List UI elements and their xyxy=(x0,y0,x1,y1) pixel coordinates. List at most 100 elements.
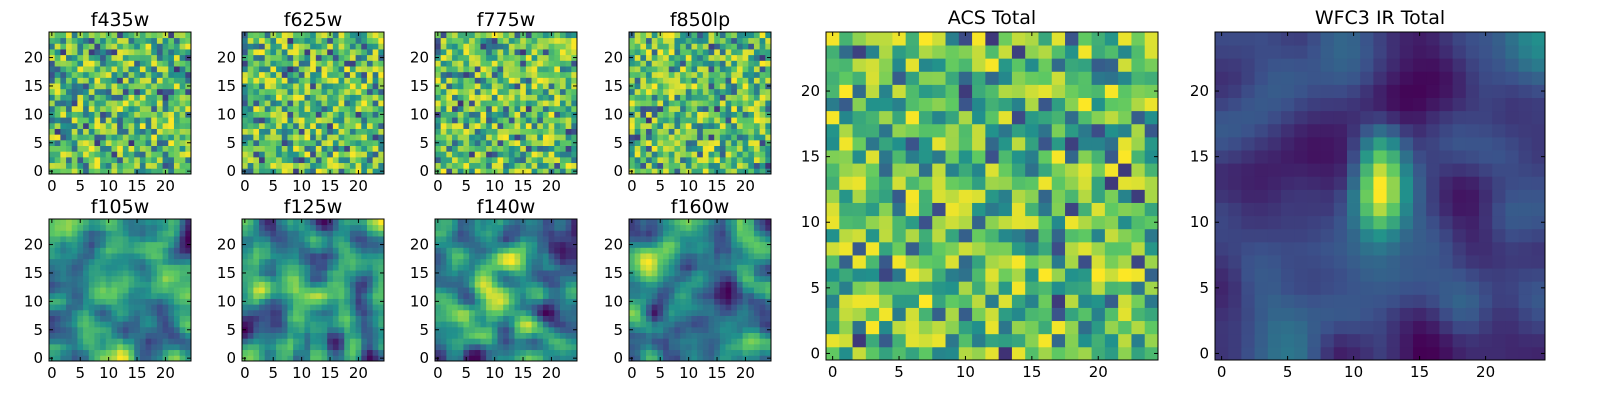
heatmap-cell xyxy=(145,298,152,305)
heatmap-cell xyxy=(446,139,453,146)
heatmap-cell xyxy=(440,77,447,84)
heatmap-cell xyxy=(270,77,277,84)
x-tick-label: 0 xyxy=(627,177,637,195)
heatmap-cell xyxy=(457,355,464,362)
heatmap-cell xyxy=(54,37,61,44)
heatmap-cell xyxy=(49,100,56,107)
heatmap-cell xyxy=(60,37,67,44)
heatmap-cell xyxy=(435,77,442,84)
heatmap-cell xyxy=(88,275,95,282)
heatmap-cell xyxy=(435,275,442,282)
heatmap-cell xyxy=(736,332,743,339)
heatmap-cell xyxy=(463,156,470,164)
heatmap-cell xyxy=(514,258,521,265)
heatmap-cell xyxy=(287,71,294,78)
heatmap-cell xyxy=(674,32,681,39)
heatmap-cell xyxy=(640,94,647,101)
heatmap-cell xyxy=(49,247,56,254)
heatmap-cell xyxy=(270,275,277,282)
heatmap-cell xyxy=(457,168,464,175)
heatmap-cell xyxy=(355,236,362,243)
heatmap-cell xyxy=(491,111,498,118)
heatmap-cell xyxy=(714,83,721,90)
heatmap-cell xyxy=(321,117,328,124)
heatmap-cell xyxy=(185,100,192,107)
heatmap-cell xyxy=(435,247,442,254)
heatmap-cell xyxy=(565,156,572,164)
heatmap-cell xyxy=(537,304,544,311)
heatmap-cell xyxy=(88,88,95,95)
heatmap-cell xyxy=(508,355,515,362)
heatmap-cell xyxy=(287,287,294,294)
heatmap-cell xyxy=(559,338,567,345)
heatmap-cell xyxy=(765,105,772,112)
heatmap-cell xyxy=(486,145,493,152)
heatmap-cell xyxy=(83,287,90,294)
heatmap-cell xyxy=(463,309,470,316)
heatmap-cell xyxy=(77,315,84,322)
heatmap-cell xyxy=(60,156,67,164)
heatmap-cell xyxy=(139,349,146,356)
heatmap-cell xyxy=(748,292,755,299)
heatmap-cell xyxy=(293,332,300,339)
heatmap-cell xyxy=(548,315,555,322)
heatmap-cell xyxy=(264,168,271,175)
heatmap-cell xyxy=(697,134,704,141)
heatmap-cell xyxy=(748,298,755,305)
heatmap-cell xyxy=(719,37,726,44)
heatmap-cell xyxy=(117,287,124,294)
heatmap-cell xyxy=(71,343,78,351)
x-tick-label: 10 xyxy=(485,364,504,382)
heatmap-cell xyxy=(486,343,493,351)
heatmap-cell xyxy=(179,43,186,50)
heatmap-cell xyxy=(83,43,90,50)
heatmap-cell xyxy=(708,309,715,316)
heatmap-cell xyxy=(88,168,95,175)
heatmap-cell xyxy=(247,258,254,265)
heatmap-cell xyxy=(663,66,670,73)
heatmap-cell xyxy=(702,343,709,351)
heatmap-cell xyxy=(66,315,73,322)
heatmap-cell xyxy=(497,105,504,112)
heatmap-cell xyxy=(173,66,181,73)
heatmap-cell xyxy=(105,338,112,345)
heatmap-cell xyxy=(651,54,658,61)
heatmap-cell xyxy=(361,321,368,328)
heatmap-cell xyxy=(281,258,288,265)
heatmap-cell xyxy=(134,292,141,299)
heatmap-cell xyxy=(508,264,515,271)
heatmap-cell xyxy=(355,100,362,107)
heatmap-cell xyxy=(332,100,339,107)
heatmap-cell xyxy=(361,77,368,84)
heatmap-cell xyxy=(463,94,470,101)
heatmap-cell xyxy=(525,349,532,356)
heatmap-cell xyxy=(731,117,738,124)
heatmap-cell xyxy=(646,139,653,146)
heatmap-cell xyxy=(486,241,493,248)
heatmap-cell xyxy=(259,168,266,175)
heatmap-cell xyxy=(281,43,288,50)
heatmap-cell xyxy=(276,43,283,50)
heatmap-cell xyxy=(105,230,112,237)
heatmap-cell xyxy=(691,105,698,112)
heatmap-cell xyxy=(128,156,135,164)
heatmap-cell xyxy=(168,49,175,56)
heatmap-cell xyxy=(463,343,470,351)
heatmap-cell xyxy=(503,117,510,124)
heatmap-cell xyxy=(281,37,288,44)
heatmap-cell xyxy=(719,338,726,345)
heatmap-cell xyxy=(128,230,135,237)
heatmap-cell xyxy=(128,54,135,61)
heatmap-cell xyxy=(77,49,84,56)
heatmap-cell xyxy=(480,321,487,328)
heatmap-cell xyxy=(293,355,300,362)
heatmap-cell xyxy=(736,275,743,282)
heatmap-cell xyxy=(270,338,277,345)
heatmap-cell xyxy=(179,139,186,146)
heatmap-cell xyxy=(435,292,442,299)
heatmap-cell xyxy=(66,111,73,118)
heatmap-cell xyxy=(565,230,572,237)
heatmap-cell xyxy=(128,343,135,351)
heatmap-cell xyxy=(88,60,95,67)
y-tick-label: 0 xyxy=(33,162,43,180)
